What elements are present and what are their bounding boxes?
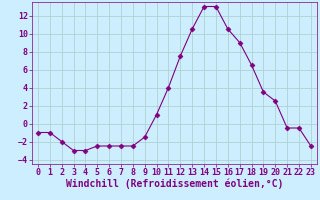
X-axis label: Windchill (Refroidissement éolien,°C): Windchill (Refroidissement éolien,°C) xyxy=(66,179,283,189)
